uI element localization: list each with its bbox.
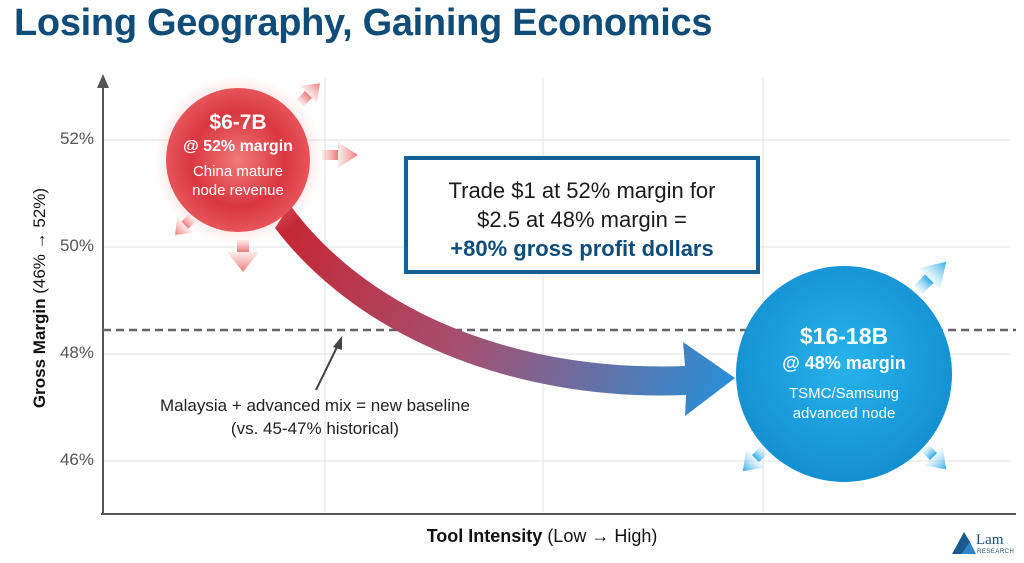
advanced-desc-1: TSMC/Samsung [788,385,900,402]
x-axis-label: Tool Intensity (Low → High) [0,526,1024,547]
baseline-annotation-line-2: (vs. 45-47% historical) [230,419,400,438]
advanced-bubble-text: $16-18B @ 48% margin TSMC/Samsung advanc… [760,322,928,424]
flow-arrow [275,205,735,416]
china-desc-1: China mature [192,163,284,180]
y-axis-label: Gross Margin (46% → 52%) [30,148,50,448]
china-desc-2: node revenue [192,182,284,199]
advanced-margin: @ 48% margin [782,353,906,373]
page-title: Losing Geography, Gaining Economics [14,2,713,44]
callout-line-3: +80% gross profit dollars [450,236,714,261]
baseline-annotation: Malaysia + advanced mix = new baseline (… [130,394,500,440]
x-axis-label-unit: (Low → High) [542,526,658,546]
lam-research-logo: Lam RESEARCH [950,528,1020,563]
baseline-annotation-line-1: Malaysia + advanced mix = new baseline [160,396,470,415]
advanced-bubble [736,266,952,482]
advanced-amount: $16-18B [799,323,889,349]
china-margin: @ 52% margin [183,138,293,155]
y-tick-46: 46% [59,450,94,469]
y-tick-52: 52% [59,129,94,148]
y-tick-50: 50% [59,236,94,255]
advanced-expansion-arrows [742,261,947,472]
y-axis-label-main: Gross Margin [30,298,49,409]
y-tick-48: 48% [59,343,94,362]
china-amount: $6-7B [209,111,267,134]
advanced-desc-2: advanced node [792,405,896,422]
china-bubble [166,88,310,232]
callout-line-2: $2.5 at 48% margin = [477,207,687,232]
logo-name: Lam [976,532,1004,548]
china-bubble-text: $6-7B @ 52% margin China mature node rev… [168,110,308,200]
trade-callout: Trade $1 at 52% margin for $2.5 at 48% m… [404,156,760,274]
lam-logo-icon: Lam RESEARCH [952,532,1014,555]
axes [97,74,1016,515]
logo-sub: RESEARCH [977,549,1014,555]
callout-line-1: Trade $1 at 52% margin for [448,178,716,203]
annotation-arrow [315,336,342,391]
x-axis-label-main: Tool Intensity [426,526,543,546]
y-axis-label-unit: (46% → 52%) [30,187,49,299]
